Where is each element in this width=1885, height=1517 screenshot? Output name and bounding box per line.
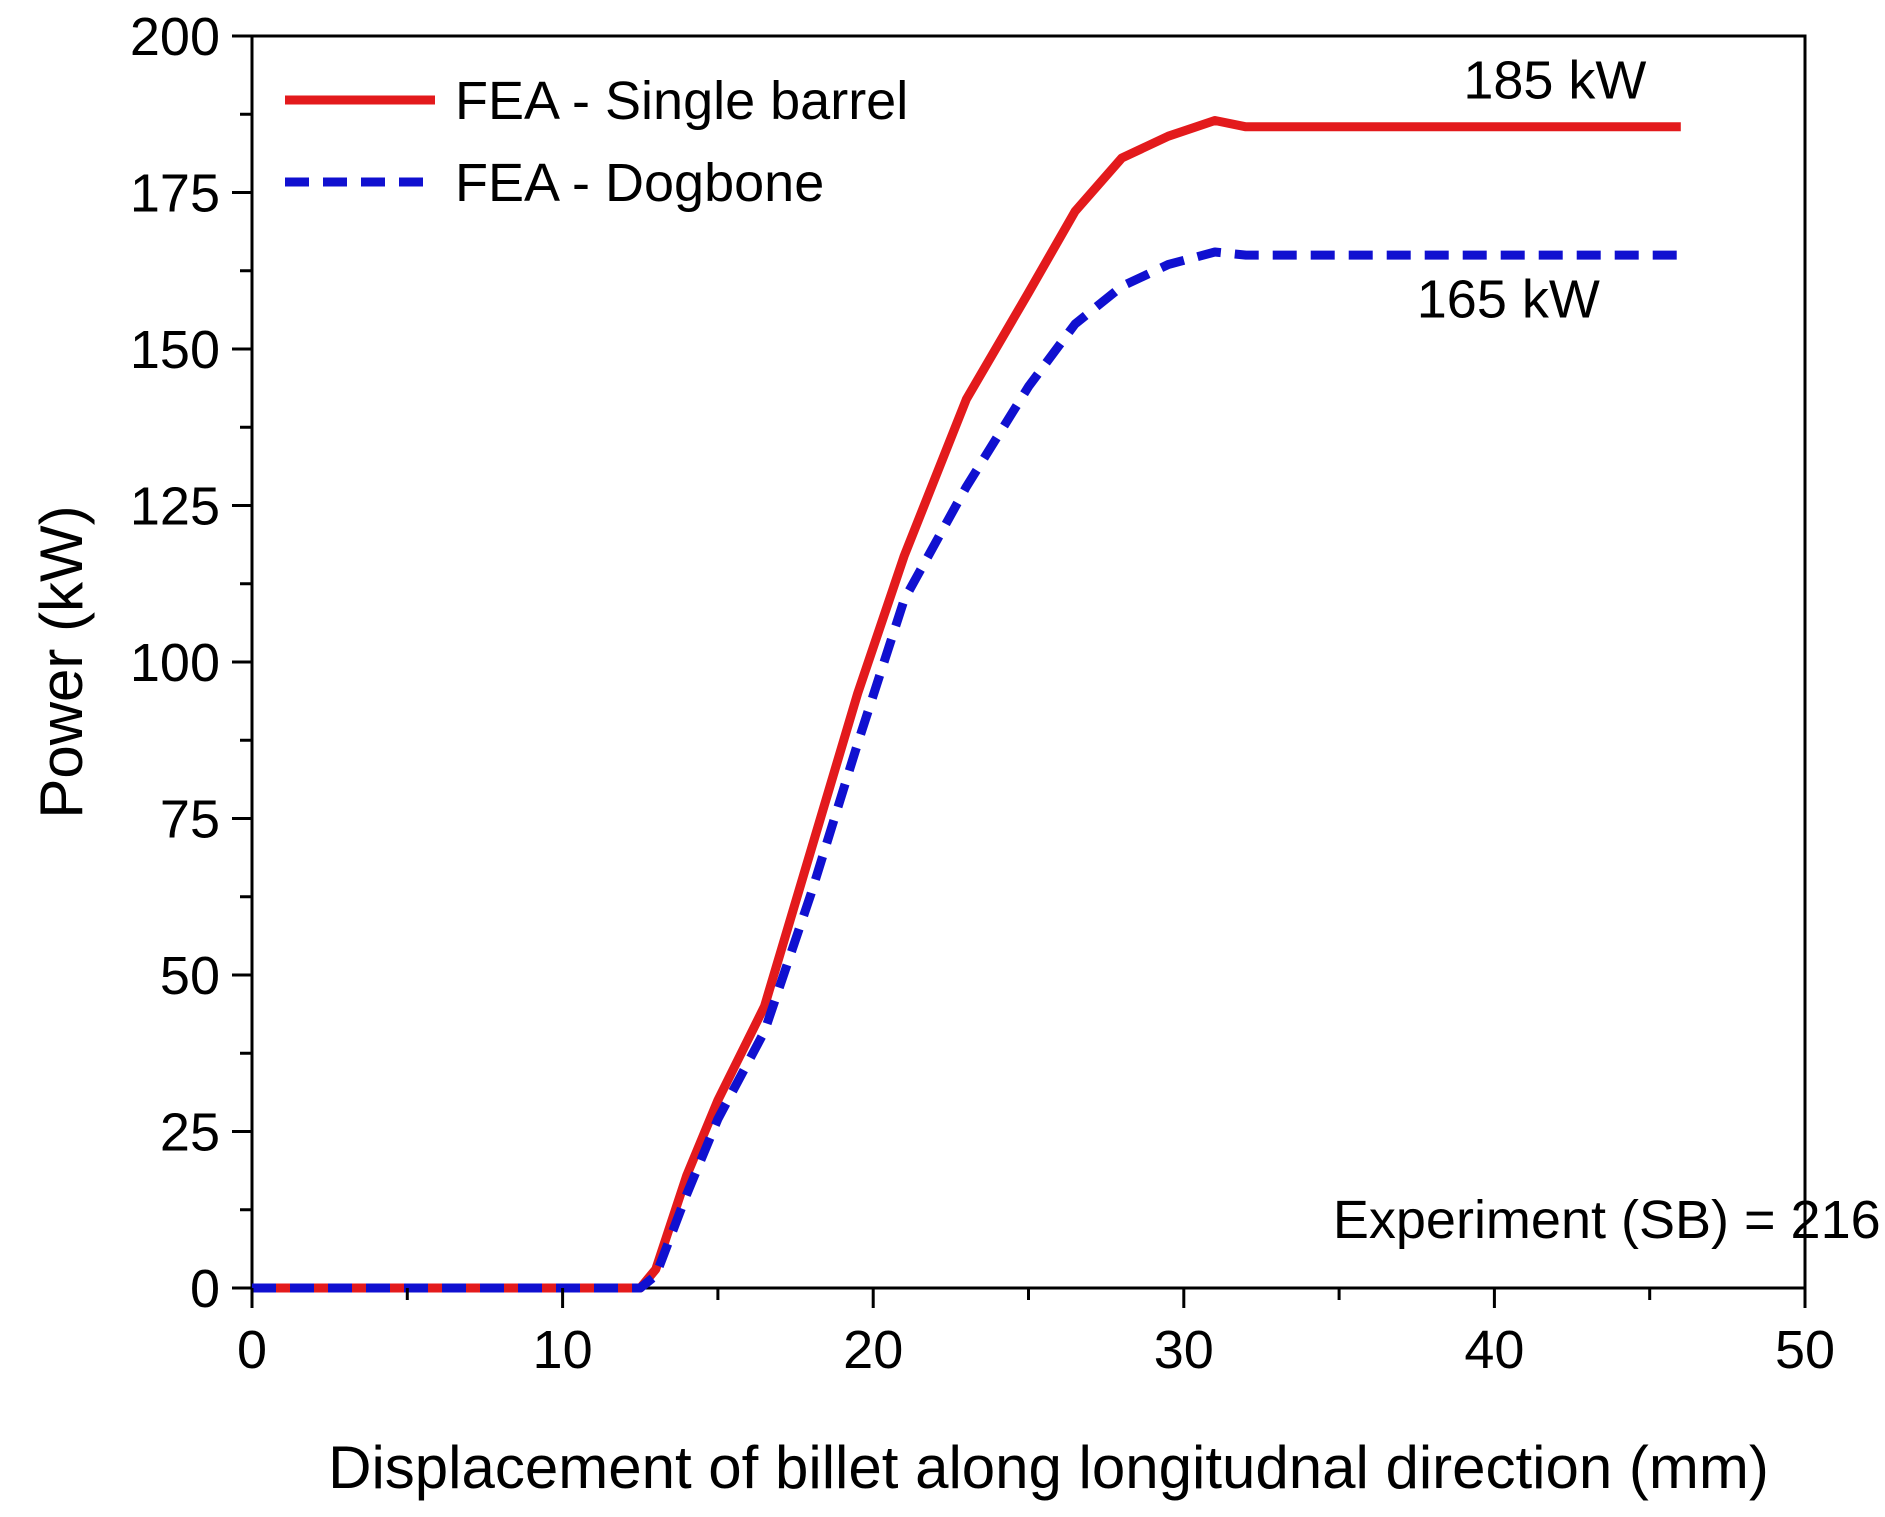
series-line-dogbone [252, 247, 1681, 1293]
y-tick-label: 125 [130, 477, 220, 537]
x-tick-label: 40 [1464, 1320, 1524, 1380]
y-tick-label: 25 [160, 1103, 220, 1163]
x-tick-label: 20 [843, 1320, 903, 1380]
y-tick-label: 50 [160, 946, 220, 1006]
y-tick-label: 0 [190, 1259, 220, 1319]
x-tick-label: 10 [533, 1320, 593, 1380]
x-tick-label: 50 [1775, 1320, 1835, 1380]
y-tick-label: 175 [130, 164, 220, 224]
legend: FEA - Single barrel FEA - Dogbone [285, 71, 908, 213]
legend-label-dogbone: FEA - Dogbone [455, 153, 824, 213]
y-tick-label: 150 [130, 320, 220, 380]
series-layer [252, 116, 1681, 1293]
x-axis-title: Displacement of billet along longitudnal… [328, 1434, 1769, 1501]
annotation-2: Experiment (SB) = 216 kW [1333, 1190, 1885, 1250]
y-axis-title: Power (kW) [28, 505, 95, 818]
plot-frame [250, 34, 1807, 1290]
axes: 0 10 20 30 40 50 0 25 50 75 100 125 150 175 200 Displac… [28, 7, 1835, 1501]
plot-area [250, 34, 1807, 1290]
legend-label-single-barrel: FEA - Single barrel [455, 71, 908, 131]
x-tick-label: 30 [1154, 1320, 1214, 1380]
annotation-0: 185 kW [1463, 51, 1646, 111]
y-tick-label: 100 [130, 633, 220, 693]
annotation-1: 165 kW [1417, 270, 1600, 330]
y-tick-label: 75 [160, 790, 220, 850]
y-tick-label: 200 [130, 7, 220, 67]
series-line-single-barrel [252, 116, 1681, 1293]
x-tick-label: 0 [237, 1320, 267, 1380]
annotations: 185 kW 165 kW Experiment (SB) = 216 kW [1333, 51, 1885, 1250]
